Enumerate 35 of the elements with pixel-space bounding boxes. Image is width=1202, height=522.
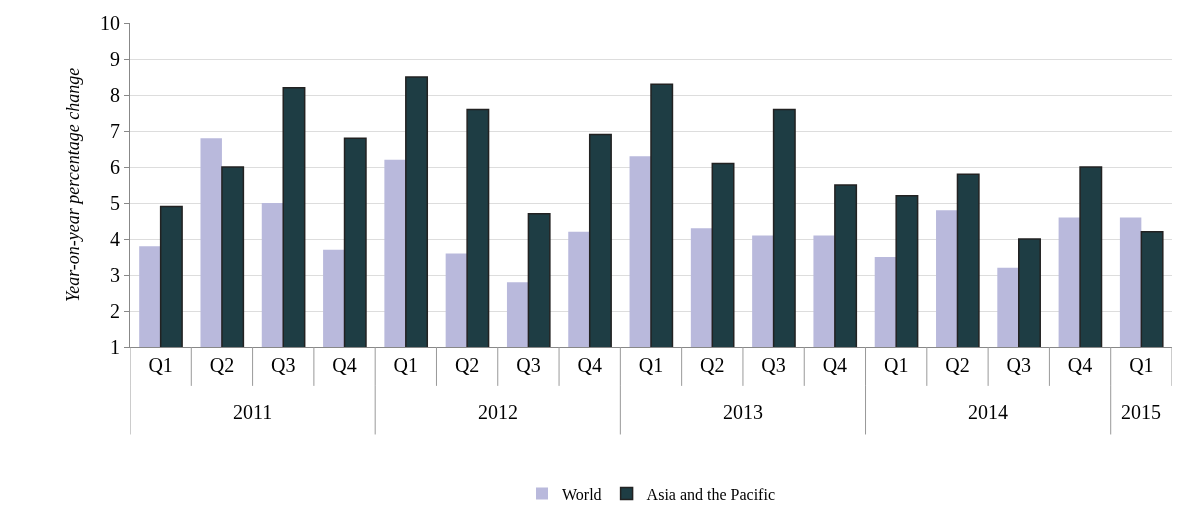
x-tick-label: Q3: [271, 354, 296, 376]
x-tick-label: Q3: [1006, 354, 1031, 376]
y-tick-label: 2: [110, 300, 120, 322]
y-tick-label: 5: [110, 192, 120, 214]
legend-label: World: [562, 485, 602, 503]
y-tick-label: 10: [100, 12, 120, 34]
x-tick-label: Q2: [454, 354, 480, 376]
y-axis-title: Year-on-year percentage change: [63, 67, 84, 303]
x-tick-label: Q4: [577, 354, 602, 376]
x-tick-label: Q4: [822, 354, 848, 376]
x-tick-label: Q2: [700, 354, 725, 376]
x-tick-label: Q3: [761, 354, 786, 376]
y-tick-label: 7: [110, 120, 120, 142]
text: 2015: [1121, 401, 1161, 423]
x-tick-label: Q1: [1129, 354, 1154, 376]
legend-label: Asia and the Pacific: [646, 485, 775, 503]
text: 2011: [233, 401, 273, 423]
text: 2012: [478, 401, 518, 423]
x-tick-label: Q1: [638, 354, 664, 376]
x-tick-label: Q3: [516, 354, 541, 376]
y-tick-label: 6: [110, 156, 120, 178]
x-tick-label: Q2: [209, 354, 235, 376]
x-tick-label: Q4: [1067, 354, 1093, 376]
y-tick-label: 4: [110, 228, 120, 250]
x-tick-label: Q1: [393, 354, 419, 376]
y-tick-label: 9: [110, 48, 120, 70]
x-tick-label: Q1: [883, 354, 909, 376]
text: 2014: [968, 401, 1008, 423]
y-tick-label: 1: [110, 336, 120, 358]
x-tick-label: Q2: [945, 354, 970, 376]
x-tick-label: Q1: [148, 354, 173, 376]
y-tick-label: 3: [110, 264, 120, 286]
y-tick-label: 8: [110, 84, 120, 106]
x-tick-label: Q4: [332, 354, 357, 376]
text: 2013: [723, 401, 763, 423]
